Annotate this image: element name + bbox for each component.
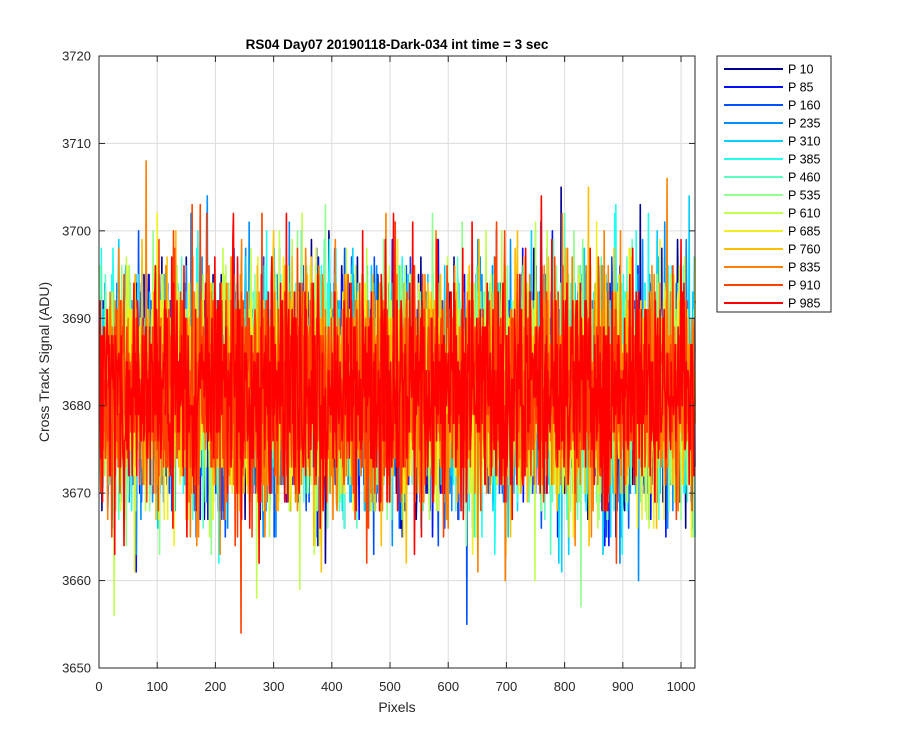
legend-box [716,55,832,313]
y-tick-label: 3720 [62,49,91,64]
legend-label: P 835 [788,261,820,275]
x-tick-label: 1000 [667,679,696,694]
legend-label: P 460 [788,171,820,185]
chart-title: RS04 Day07 20190118-Dark-034 int time = … [246,37,549,52]
y-tick-label: 3710 [62,136,91,151]
y-tick-label: 3650 [62,661,91,676]
y-tick-label: 3680 [62,398,91,413]
series-line-p985 [98,195,696,564]
x-tick-label: 200 [205,679,227,694]
y-tick-label: 3690 [62,311,91,326]
plot-area-border [98,55,696,669]
legend-label: P 985 [788,297,820,311]
legend-label: P 10 [788,63,814,77]
y-tick-label: 3670 [62,486,91,501]
y-axis-label: Cross Track Signal (ADU) [36,282,52,442]
x-tick-labels: 0 100 200 300 400 500 600 700 800 900 1000 [95,679,695,694]
y-tick-labels: 3650 3660 3670 3680 3690 3700 3710 3720 [62,49,91,676]
legend-label: P 310 [788,135,820,149]
legend-label: P 760 [788,243,820,257]
legend-label: P 535 [788,189,820,203]
legend-label: P 910 [788,279,820,293]
legend-label: P 160 [788,99,820,113]
x-tick-label: 800 [554,679,576,694]
x-tick-label: 500 [379,679,401,694]
legend-label: P 235 [788,117,820,131]
y-tick-label: 3700 [62,223,91,238]
y-tick-label: 3660 [62,573,91,588]
legend-label: P 685 [788,225,820,239]
x-axis-label: Pixels [378,699,415,715]
x-tick-label: 700 [496,679,518,694]
x-tick-label: 900 [612,679,634,694]
legend: P 10 P 85 P 160 P 235 P 310 P 385 P 460 P 535 P … [716,55,832,313]
legend-label: P 610 [788,207,820,221]
legend-label: P 85 [788,81,814,95]
x-tick-label: 100 [146,679,168,694]
x-tick-label: 600 [437,679,459,694]
legend-entries: P 10 P 85 P 160 P 235 P 310 P 385 P 460 P 535 P … [724,63,820,311]
tick-marks [98,55,695,669]
series-lines [98,160,696,634]
x-tick-label: 0 [95,679,102,694]
x-tick-label: 300 [263,679,285,694]
x-tick-label: 400 [321,679,343,694]
legend-label: P 385 [788,153,820,167]
